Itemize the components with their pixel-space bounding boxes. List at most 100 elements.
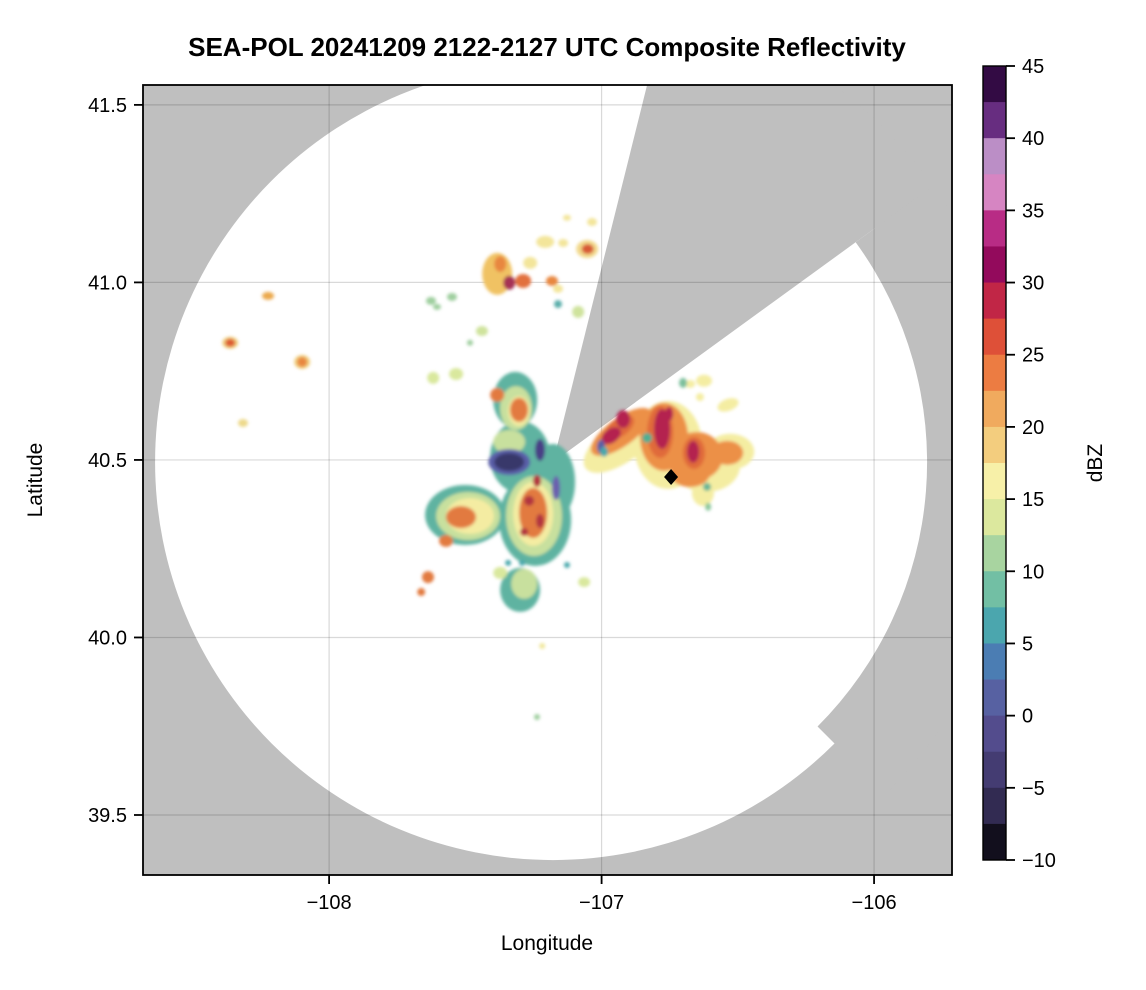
echo-blob — [687, 440, 700, 463]
echo-blob — [696, 374, 713, 387]
colorbar-frame — [982, 65, 1007, 861]
echo-blob — [475, 326, 488, 337]
echo-blob — [494, 453, 525, 472]
colorbar-tick-label: 40 — [1022, 128, 1044, 150]
colorbar-band — [983, 715, 1006, 753]
echo-blob — [519, 559, 526, 566]
colorbar-band — [983, 426, 1006, 464]
echo-blob — [433, 303, 442, 310]
echo-blob — [439, 534, 454, 547]
echo-blob — [417, 588, 426, 597]
echo-blob — [563, 562, 570, 569]
colorbar-tick-label: 25 — [1022, 345, 1044, 367]
y-tick-label: 40.0 — [88, 627, 127, 649]
echo-blob — [703, 482, 712, 491]
blocked-outer-ring — [817, 185, 952, 795]
echo-blob — [600, 446, 609, 457]
colorbar-tick-label: 15 — [1022, 489, 1044, 511]
colorbar-band — [983, 787, 1006, 825]
colorbar-tick-label: 35 — [1022, 200, 1044, 222]
echo-blob — [587, 218, 598, 227]
colorbar-band — [983, 571, 1006, 608]
echo-blob — [466, 339, 473, 346]
colorbar-band — [983, 246, 1006, 284]
echo-blob — [616, 410, 631, 429]
colorbar-band — [983, 174, 1006, 211]
echo-blob — [445, 506, 476, 529]
page-title: SEA-POL 20241209 2122-2127 UTC Composite… — [188, 32, 906, 62]
echo-blob — [705, 502, 712, 511]
site-marker — [664, 468, 679, 485]
colorbar-band — [983, 751, 1006, 789]
colorbar-band — [983, 102, 1006, 139]
colorbar-tick-label: −5 — [1022, 778, 1045, 800]
echo-blob — [494, 255, 507, 272]
echo-blob — [536, 235, 555, 248]
colorbar-tick-label: −10 — [1022, 850, 1056, 872]
echo-blob — [552, 284, 563, 293]
echo-blob — [515, 273, 532, 288]
y-tick-label: 39.5 — [88, 805, 127, 827]
echo-blob — [578, 577, 591, 588]
echo-blob — [679, 377, 688, 388]
colorbar-tick-label: 5 — [1022, 633, 1033, 655]
echo-blob — [695, 393, 704, 402]
echo-blob — [297, 356, 308, 367]
echo-blob — [665, 406, 674, 421]
echo-blob — [711, 440, 744, 465]
colorbar-band — [983, 282, 1006, 320]
echo-blob — [427, 371, 440, 384]
echo-blob — [493, 429, 526, 454]
x-tick-label: −107 — [579, 892, 624, 914]
colorbar-band — [983, 210, 1006, 247]
echo-blob — [717, 398, 739, 412]
colorbar-band — [983, 535, 1006, 572]
colorbar-tick-label: 10 — [1022, 561, 1044, 583]
colorbar-label: dBZ — [1084, 444, 1107, 483]
y-axis-ticks: 41.5 41.0 40.5 40.0 39.5 — [88, 95, 143, 827]
colorbar-band — [983, 499, 1006, 536]
colorbar-band — [983, 318, 1006, 356]
colorbar-band — [983, 607, 1006, 644]
echo-blob — [503, 275, 516, 290]
echo-blob — [572, 305, 585, 318]
echo-blob — [426, 296, 437, 305]
echo-blob — [552, 475, 561, 500]
x-axis-label: Longitude — [501, 932, 593, 955]
x-axis-ticks: −108 −107 −106 — [307, 875, 897, 914]
x-tick-label: −108 — [307, 892, 352, 914]
colorbar-band — [983, 679, 1006, 717]
echo-blob — [446, 292, 457, 301]
reflectivity-echoes — [222, 214, 755, 720]
colorbar-tick-label: 0 — [1022, 706, 1033, 728]
echo-blob — [524, 495, 535, 506]
echo-blob — [520, 528, 529, 537]
echo-blob — [685, 379, 696, 388]
echo-blob — [238, 419, 249, 428]
y-axis-label: Latitude — [24, 443, 47, 518]
echo-blob — [670, 459, 711, 488]
diamond-marker — [664, 468, 679, 485]
colorbar: 45 40 35 30 25 20 15 10 5 0 −5 −10 — [982, 56, 1056, 872]
echo-blob — [642, 432, 653, 443]
colorbar-band — [983, 823, 1006, 861]
echo-blob — [533, 474, 542, 487]
echo-blob — [225, 338, 236, 347]
echo-blob — [581, 244, 594, 255]
echo-blob — [535, 438, 546, 461]
echo-blob — [262, 291, 275, 300]
echo-blob — [562, 214, 571, 221]
echo-blob — [536, 514, 545, 529]
blocked-sector-wedge — [553, 85, 934, 463]
echo-blob — [545, 275, 558, 286]
colorbar-band — [983, 390, 1006, 428]
echo-blob — [490, 387, 505, 402]
colorbar-tick-label: 30 — [1022, 273, 1044, 295]
echo-blob — [654, 409, 671, 450]
echo-blob — [534, 714, 541, 720]
colorbar-band — [983, 643, 1006, 681]
echo-blob — [539, 642, 546, 649]
y-tick-label: 41.0 — [88, 272, 127, 294]
